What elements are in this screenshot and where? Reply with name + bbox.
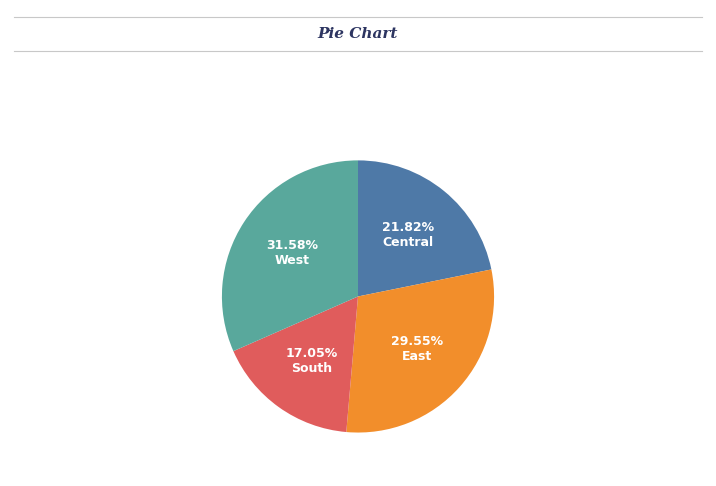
Wedge shape [347, 269, 494, 433]
Text: Pie Chart: Pie Chart [318, 27, 398, 41]
Wedge shape [222, 160, 358, 351]
Text: 29.55%
East: 29.55% East [391, 335, 443, 363]
Wedge shape [233, 296, 358, 432]
Text: 17.05%
South: 17.05% South [286, 347, 338, 375]
Text: 21.82%
Central: 21.82% Central [382, 221, 434, 249]
Wedge shape [358, 160, 491, 296]
Text: 31.58%
West: 31.58% West [266, 239, 318, 267]
